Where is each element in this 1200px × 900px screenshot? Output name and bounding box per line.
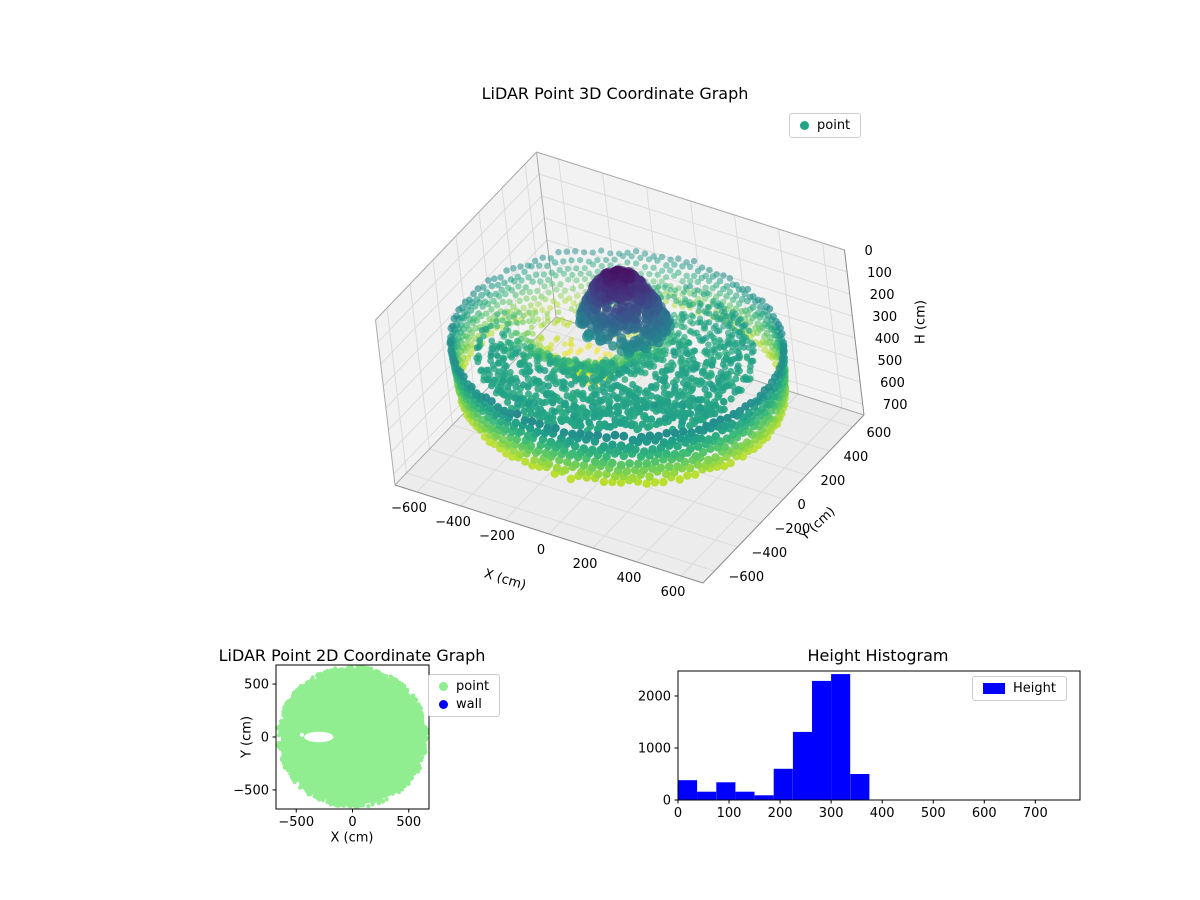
svg-text:0: 0	[537, 543, 545, 558]
wall-marker-icon	[439, 700, 448, 709]
svg-text:−600: −600	[391, 501, 427, 516]
svg-text:200: 200	[870, 288, 895, 303]
plot3d-canvas: −600 −400 −200 0 200 400 600 −600 −400 −200 0 200 40…	[375, 151, 908, 600]
svg-text:600: 600	[972, 806, 997, 821]
height-marker-icon	[983, 683, 1005, 694]
plot2d-canvas: −500 0 500 −500 0 500	[233, 664, 430, 830]
plot2d-ylabel: Y (cm)	[239, 715, 255, 759]
svg-text:−200: −200	[775, 522, 811, 537]
svg-text:0: 0	[674, 806, 682, 821]
svg-text:0: 0	[663, 794, 671, 809]
legend-label-point: point	[817, 118, 851, 133]
legend-label-wall: wall	[456, 697, 482, 712]
svg-text:1000: 1000	[638, 741, 671, 756]
svg-text:200: 200	[573, 557, 598, 572]
legend-entry-point: point	[800, 118, 850, 133]
svg-text:300: 300	[872, 310, 897, 325]
point-marker-icon	[800, 121, 809, 130]
point-marker-icon	[439, 682, 448, 691]
svg-text:700: 700	[883, 398, 908, 413]
legend-label-height: Height	[1013, 681, 1056, 696]
svg-text:500: 500	[244, 678, 269, 693]
plot3d-legend: point	[789, 113, 862, 138]
svg-text:600: 600	[880, 376, 905, 391]
svg-text:400: 400	[617, 571, 642, 586]
svg-text:600: 600	[661, 585, 686, 600]
svg-text:600: 600	[867, 426, 892, 441]
plot2d-legend: point wall	[428, 674, 501, 717]
svg-text:−500: −500	[233, 783, 269, 798]
svg-text:0: 0	[865, 244, 873, 259]
svg-text:0: 0	[261, 731, 269, 746]
plot2d-xlabel: X (cm)	[330, 830, 374, 846]
svg-text:−600: −600	[729, 570, 765, 585]
svg-text:400: 400	[844, 450, 869, 465]
svg-text:−500: −500	[278, 815, 314, 830]
plot2d-title: LiDAR Point 2D Coordinate Graph	[218, 646, 486, 665]
svg-text:100: 100	[717, 806, 742, 821]
svg-text:500: 500	[921, 806, 946, 821]
svg-text:0: 0	[798, 498, 806, 513]
svg-text:200: 200	[821, 474, 846, 489]
svg-text:200: 200	[768, 806, 793, 821]
legend-label-point: point	[456, 679, 490, 694]
svg-text:100: 100	[867, 266, 892, 281]
plot3d-zlabel: H (cm)	[913, 300, 929, 344]
svg-text:−400: −400	[752, 546, 788, 561]
plot3d-title: LiDAR Point 3D Coordinate Graph	[481, 84, 749, 103]
svg-text:0: 0	[348, 815, 356, 830]
svg-text:400: 400	[875, 332, 900, 347]
svg-text:500: 500	[878, 354, 903, 369]
svg-text:−400: −400	[435, 515, 471, 530]
svg-text:400: 400	[870, 806, 895, 821]
svg-text:700: 700	[1023, 806, 1048, 821]
svg-text:500: 500	[396, 815, 421, 830]
legend-entry-point: point	[439, 679, 489, 694]
legend-entry-wall: wall	[439, 697, 489, 712]
svg-text:2000: 2000	[638, 689, 671, 704]
hist-title: Height Histogram	[807, 646, 949, 665]
svg-text:300: 300	[819, 806, 844, 821]
legend-entry-height: Height	[983, 681, 1056, 696]
hist-legend: Height	[972, 676, 1067, 701]
svg-text:−200: −200	[479, 529, 515, 544]
